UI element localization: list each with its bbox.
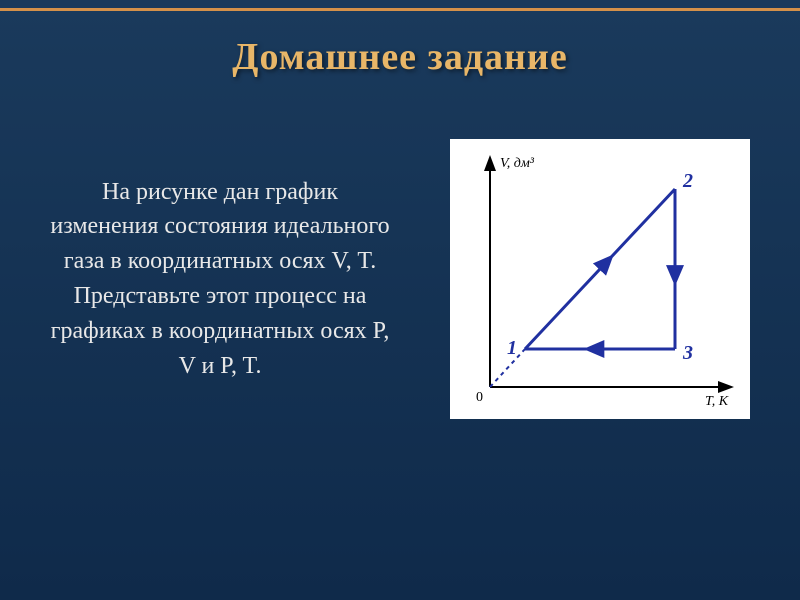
problem-text: На рисунке дан график изменения состояни… [50,175,390,384]
page-title: Домашнее задание [0,0,800,79]
vt-diagram: V, дм³ T, К 0 1 2 3 [450,139,750,419]
svg-text:V, дм³: V, дм³ [500,156,535,171]
vt-diagram-svg: V, дм³ T, К 0 1 2 3 [450,139,750,419]
svg-text:1: 1 [507,337,517,359]
svg-text:3: 3 [682,342,693,364]
svg-text:2: 2 [682,170,693,192]
svg-text:0: 0 [476,390,483,405]
svg-text:T, К: T, К [705,394,729,409]
content-area: На рисунке дан график изменения состояни… [0,79,800,419]
accent-line [0,8,800,11]
